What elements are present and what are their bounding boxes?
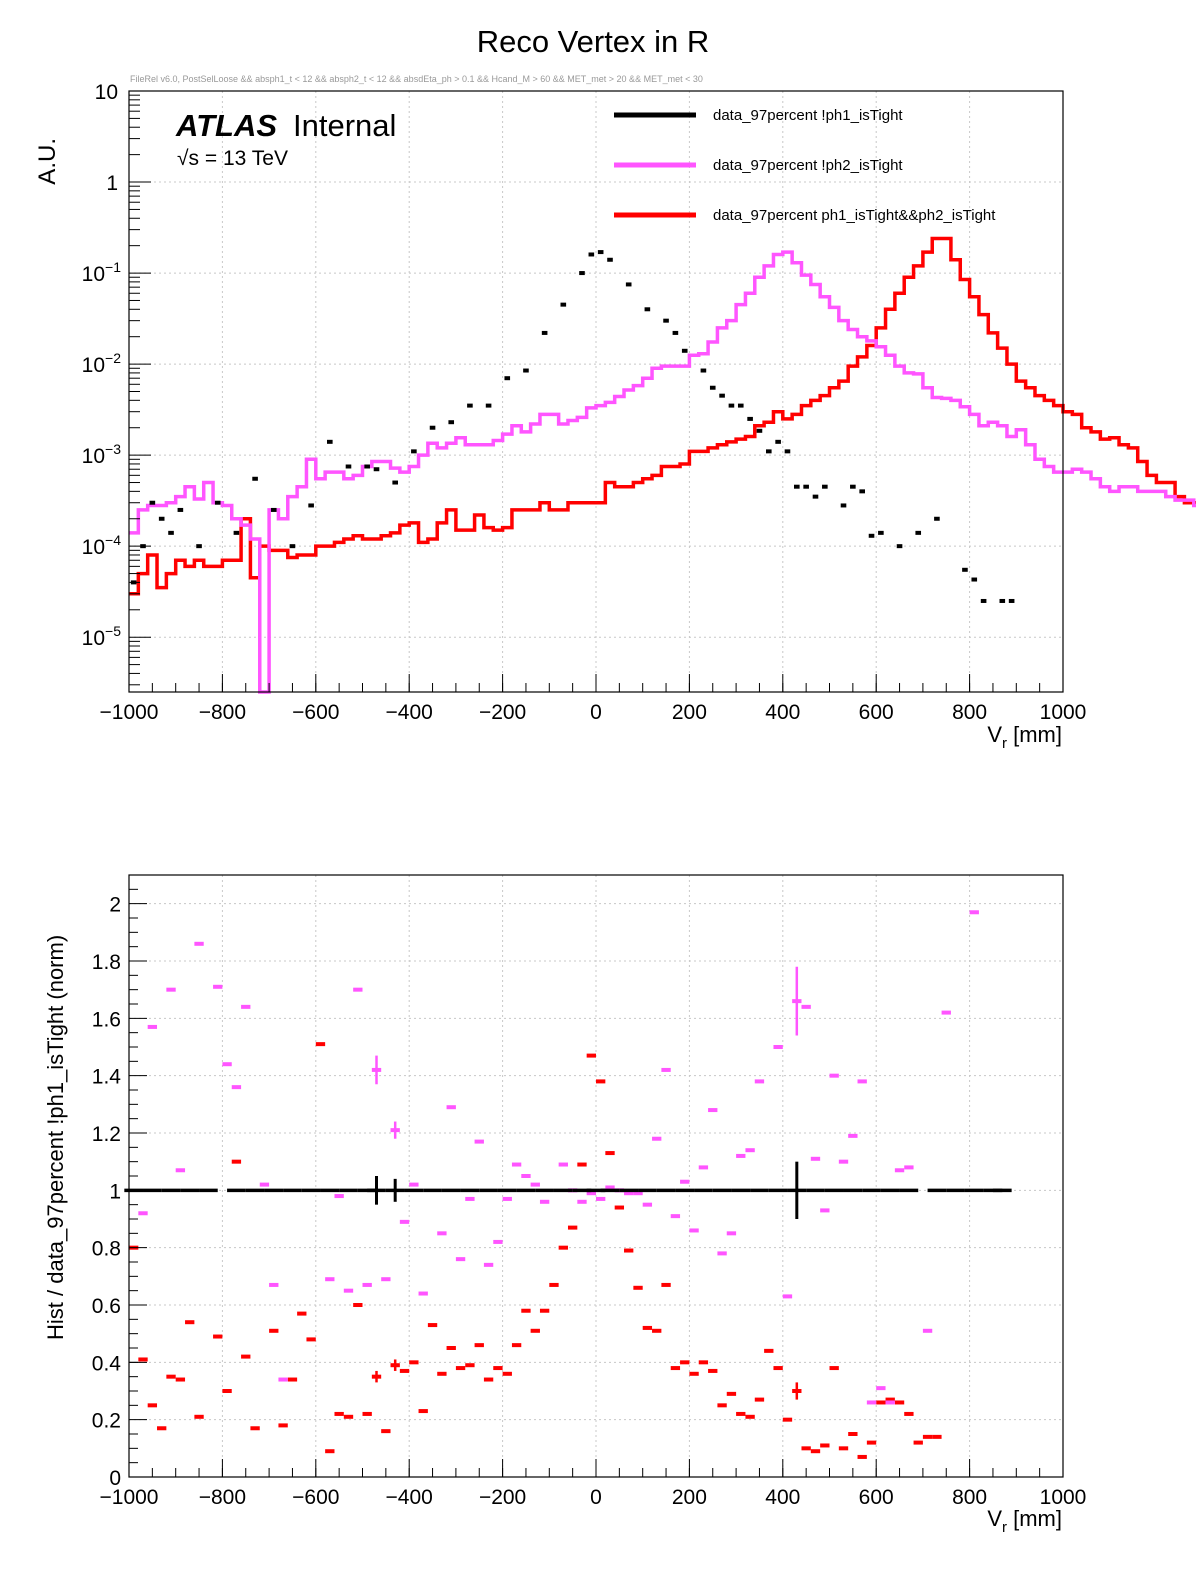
bottom-x-tick-label: 800 bbox=[952, 1486, 987, 1509]
legend-label-red: data_97percent ph1_isTight&&ph2_isTight bbox=[713, 207, 996, 224]
bottom-y-tick-label: 0.4 bbox=[92, 1352, 122, 1375]
top-y-tick-mantissa: 10 bbox=[82, 354, 105, 377]
top-y-tick-mantissa: 10 bbox=[82, 263, 105, 286]
top-y-tick-label: 10−4 bbox=[82, 532, 122, 559]
red-series bbox=[129, 236, 1196, 596]
top-y-tick-label: 10−3 bbox=[82, 441, 122, 468]
bottom-grid bbox=[129, 875, 1063, 1477]
top-y-tick-exponent: −1 bbox=[105, 259, 121, 275]
top-x-tick-label: −200 bbox=[479, 701, 526, 724]
bottom-x-axis-label: Vr [mm] bbox=[987, 1506, 1062, 1536]
magenta-series bbox=[129, 250, 1196, 694]
legend: data_97percent !ph1_isTight data_97perce… bbox=[614, 107, 996, 224]
top-x-tick-label: 200 bbox=[672, 701, 707, 724]
top-y-tick-mantissa: 10 bbox=[82, 445, 105, 468]
bottom-y-tick-label: 0.6 bbox=[92, 1295, 121, 1318]
bottom-y-ticks: 2 1.8 1.6 1.4 1.2 1 0.8 0.6 0.4 0.2 0 bbox=[92, 888, 147, 1490]
bottom-y-tick-label: 1.4 bbox=[92, 1066, 122, 1089]
top-x-tick-label: −800 bbox=[199, 701, 246, 724]
bottom-y-axis-label: Hist / data_97percent !ph1_isTight (norm… bbox=[43, 935, 68, 1340]
top-x-tick-label: 600 bbox=[859, 701, 894, 724]
bottom-y-tick-label: 0 bbox=[109, 1467, 121, 1490]
top-y-tick-label: 1 bbox=[106, 172, 118, 195]
bottom-x-tick-label: 600 bbox=[859, 1486, 894, 1509]
bottom-panel: −1000 −800 −600 −400 −200 0 200 400 600 800 1000 2… bbox=[43, 874, 1087, 1536]
top-y-tick-mantissa: 10 bbox=[82, 627, 105, 650]
bottom-x-tick-label: −1000 bbox=[100, 1486, 159, 1509]
top-x-tick-label: 800 bbox=[952, 701, 987, 724]
bottom-x-tick-label: −800 bbox=[199, 1486, 246, 1509]
top-panel: −1000 −800 −600 −400 −200 0 200 400 600 800 1000 1… bbox=[34, 81, 1196, 752]
top-x-tick-label: 1000 bbox=[1040, 701, 1087, 724]
bottom-x-tick-label: −400 bbox=[386, 1486, 433, 1509]
energy-label: √s = 13 TeV bbox=[177, 147, 288, 170]
top-y-axis-label: A.U. bbox=[34, 138, 61, 185]
top-y-tick-label: 10 bbox=[95, 81, 118, 104]
top-y-tick-exponent: −2 bbox=[105, 350, 121, 366]
top-y-tick-exponent: −4 bbox=[105, 532, 121, 548]
bottom-x-tick-label: −200 bbox=[479, 1486, 526, 1509]
legend-label-magenta: data_97percent !ph2_isTight bbox=[713, 157, 903, 174]
bottom-y-tick-label: 1 bbox=[109, 1180, 121, 1203]
bottom-y-tick-label: 0.8 bbox=[92, 1238, 121, 1261]
top-x-tick-label: −600 bbox=[292, 701, 339, 724]
bottom-x-tick-label: −600 bbox=[292, 1486, 339, 1509]
ratio-black-series bbox=[124, 1161, 1012, 1219]
bottom-x-ticks: −1000 −800 −600 −400 −200 0 200 400 600 800 1000 bbox=[100, 1459, 1087, 1509]
atlas-bold: ATLAS bbox=[175, 108, 277, 143]
top-x-tick-label: 400 bbox=[765, 701, 800, 724]
bottom-x-tick-label: 1000 bbox=[1040, 1486, 1087, 1509]
ratio-red-series bbox=[129, 1042, 942, 1459]
atlas-internal: Internal bbox=[293, 108, 396, 143]
bottom-y-tick-label: 0.2 bbox=[92, 1410, 121, 1433]
legend-label-black: data_97percent !ph1_isTight bbox=[713, 107, 903, 124]
cut-text: FileRel v6.0, PostSelLoose && absph1_t <… bbox=[130, 74, 703, 84]
ratio-magenta-series bbox=[138, 910, 979, 1405]
bottom-y-tick-label: 1.8 bbox=[92, 951, 121, 974]
top-x-tick-label: 0 bbox=[590, 701, 602, 724]
bottom-x-tick-label: 0 bbox=[590, 1486, 602, 1509]
top-x-tick-label: −400 bbox=[386, 701, 433, 724]
top-y-tick-exponent: −3 bbox=[105, 441, 121, 457]
top-y-tick-mantissa: 10 bbox=[82, 536, 105, 559]
top-x-axis-label: Vr [mm] bbox=[987, 722, 1062, 752]
bottom-y-tick-label: 1.2 bbox=[92, 1123, 121, 1146]
bottom-y-tick-label: 1.6 bbox=[92, 1008, 121, 1031]
black-series bbox=[130, 250, 1015, 603]
top-y-tick-label: 10−1 bbox=[82, 259, 122, 286]
bottom-x-tick-label: 400 bbox=[765, 1486, 800, 1509]
bottom-x-tick-label: 200 bbox=[672, 1486, 707, 1509]
chart-title: Reco Vertex in R bbox=[477, 24, 710, 59]
top-y-tick-label: 10−2 bbox=[82, 350, 122, 377]
red-step-line bbox=[129, 236, 1196, 596]
top-x-tick-label: −1000 bbox=[100, 701, 159, 724]
top-y-tick-label: 10−5 bbox=[82, 623, 122, 650]
magenta-step-line bbox=[129, 250, 1196, 694]
bottom-y-tick-label: 2 bbox=[109, 894, 121, 917]
top-grid bbox=[129, 90, 1063, 692]
top-y-tick-exponent: −5 bbox=[105, 623, 121, 639]
atlas-label: ATLAS Internal bbox=[175, 108, 396, 143]
top-x-ticks: −1000 −800 −600 −400 −200 0 200 400 600 800 1000 bbox=[100, 674, 1087, 724]
